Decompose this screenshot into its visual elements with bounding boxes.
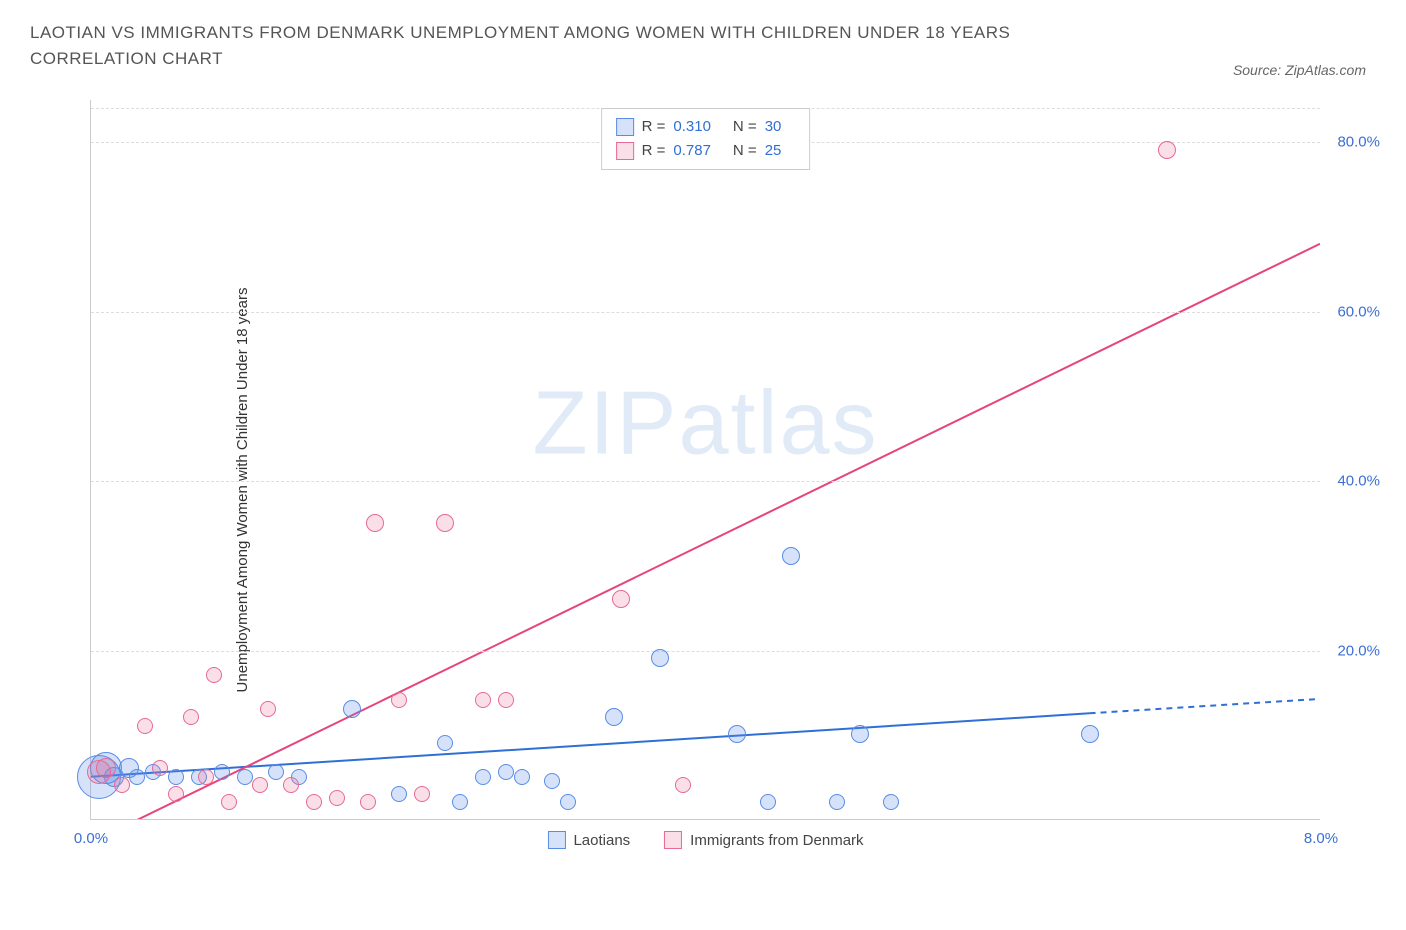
data-point-laotians[interactable] <box>1081 725 1099 743</box>
data-point-laotians[interactable] <box>452 794 468 810</box>
y-tick-label: 80.0% <box>1337 134 1380 151</box>
data-point-laotians[interactable] <box>168 769 184 785</box>
r-label: R = <box>642 115 666 139</box>
trend-line-denmark <box>122 244 1320 819</box>
y-tick-label: 60.0% <box>1337 303 1380 320</box>
data-point-denmark[interactable] <box>391 692 407 708</box>
n-label: N = <box>733 139 757 163</box>
x-tick-label: 8.0% <box>1304 830 1338 847</box>
data-point-laotians[interactable] <box>728 725 746 743</box>
data-point-laotians[interactable] <box>237 769 253 785</box>
chart-container: Unemployment Among Women with Children U… <box>50 100 1370 880</box>
r-value: 0.787 <box>673 139 711 163</box>
gridline <box>91 651 1320 652</box>
series-legend: Laotians Immigrants from Denmark <box>535 831 875 849</box>
legend-stats-row-laotians: R = 0.310 N = 30 <box>616 115 796 139</box>
data-point-denmark[interactable] <box>96 758 116 778</box>
gridline <box>91 312 1320 313</box>
y-tick-label: 40.0% <box>1337 473 1380 490</box>
data-point-laotians[interactable] <box>391 786 407 802</box>
data-point-laotians[interactable] <box>883 794 899 810</box>
watermark-zip: ZIP <box>532 373 678 473</box>
n-value: 30 <box>765 115 782 139</box>
data-point-laotians[interactable] <box>514 769 530 785</box>
data-point-denmark[interactable] <box>198 769 214 785</box>
data-point-laotians[interactable] <box>544 773 560 789</box>
data-point-denmark[interactable] <box>260 701 276 717</box>
watermark-atlas: atlas <box>678 373 878 473</box>
n-value: 25 <box>765 139 782 163</box>
legend-swatch <box>664 831 682 849</box>
legend-item-laotians[interactable]: Laotians <box>547 831 630 849</box>
data-point-denmark[interactable] <box>306 794 322 810</box>
data-point-denmark[interactable] <box>675 777 691 793</box>
watermark: ZIPatlas <box>532 372 878 475</box>
data-point-denmark[interactable] <box>436 514 454 532</box>
r-label: R = <box>642 139 666 163</box>
legend-swatch <box>547 831 565 849</box>
data-point-denmark[interactable] <box>221 794 237 810</box>
legend-label: Immigrants from Denmark <box>690 832 863 849</box>
data-point-denmark[interactable] <box>283 777 299 793</box>
legend-stats-box: R = 0.310 N = 30 R = 0.787 N = 25 <box>601 108 811 170</box>
data-point-denmark[interactable] <box>137 718 153 734</box>
data-point-laotians[interactable] <box>851 725 869 743</box>
data-point-denmark[interactable] <box>498 692 514 708</box>
y-tick-label: 20.0% <box>1337 642 1380 659</box>
data-point-laotians[interactable] <box>605 708 623 726</box>
data-point-denmark[interactable] <box>366 514 384 532</box>
trend-line-laotians <box>91 713 1090 776</box>
legend-swatch <box>616 142 634 160</box>
data-point-denmark[interactable] <box>168 786 184 802</box>
trend-line-dashed-laotians <box>1090 699 1320 713</box>
data-point-denmark[interactable] <box>1158 141 1176 159</box>
data-point-denmark[interactable] <box>114 777 130 793</box>
data-point-denmark[interactable] <box>183 709 199 725</box>
x-tick-label: 0.0% <box>74 830 108 847</box>
legend-swatch <box>616 118 634 136</box>
data-point-denmark[interactable] <box>360 794 376 810</box>
data-point-denmark[interactable] <box>612 590 630 608</box>
data-point-laotians[interactable] <box>782 547 800 565</box>
data-point-laotians[interactable] <box>268 764 284 780</box>
data-point-laotians[interactable] <box>214 764 230 780</box>
data-point-denmark[interactable] <box>475 692 491 708</box>
n-label: N = <box>733 115 757 139</box>
data-point-laotians[interactable] <box>760 794 776 810</box>
chart-title: LAOTIAN VS IMMIGRANTS FROM DENMARK UNEMP… <box>30 20 1130 71</box>
legend-label: Laotians <box>573 832 630 849</box>
data-point-laotians[interactable] <box>119 758 139 778</box>
data-point-laotians[interactable] <box>498 764 514 780</box>
gridline <box>91 481 1320 482</box>
legend-item-denmark[interactable]: Immigrants from Denmark <box>664 831 863 849</box>
source-attribution: Source: ZipAtlas.com <box>1233 62 1366 78</box>
data-point-denmark[interactable] <box>252 777 268 793</box>
plot-area: ZIPatlas R =0.310N =30R =0.787N =25 Laot… <box>90 100 1320 820</box>
data-point-denmark[interactable] <box>329 790 345 806</box>
data-point-denmark[interactable] <box>206 667 222 683</box>
data-point-laotians[interactable] <box>829 794 845 810</box>
data-point-denmark[interactable] <box>152 760 168 776</box>
data-point-laotians[interactable] <box>560 794 576 810</box>
data-point-laotians[interactable] <box>651 649 669 667</box>
data-point-laotians[interactable] <box>343 700 361 718</box>
r-value: 0.310 <box>673 115 711 139</box>
legend-stats-row-denmark: R = 0.787 N = 25 <box>616 139 796 163</box>
data-point-laotians[interactable] <box>437 735 453 751</box>
data-point-laotians[interactable] <box>475 769 491 785</box>
data-point-denmark[interactable] <box>414 786 430 802</box>
